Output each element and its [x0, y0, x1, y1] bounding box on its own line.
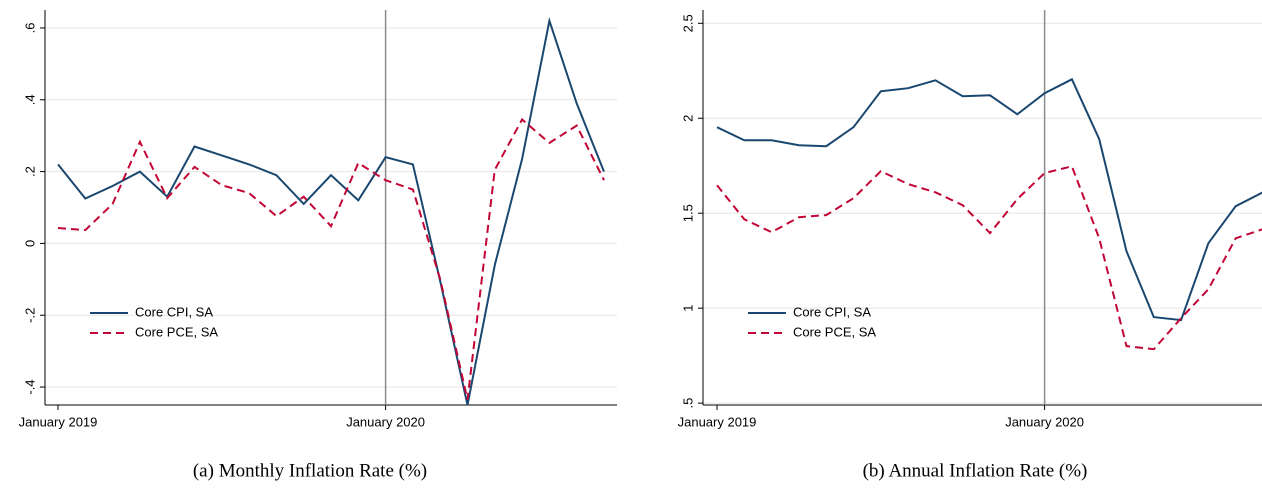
y-tick-label: 0 — [22, 240, 37, 247]
y-tick-label: .6 — [22, 23, 37, 34]
y-tick-label: .5 — [680, 398, 695, 409]
x-tick-label: January 2020 — [346, 414, 425, 429]
series-line — [57, 117, 605, 400]
y-tick-label: 1.5 — [680, 204, 695, 222]
legend-label: Core PCE, SA — [793, 324, 876, 339]
chart: .5 1 1.5 2 2.5 January 2019 January 2020 Core C… — [678, 10, 1262, 429]
y-tick-label: 2.5 — [680, 14, 695, 32]
y-tick-label: 1 — [680, 305, 695, 312]
x-tick-label: January 2019 — [19, 414, 98, 429]
y-tick-label: .4 — [22, 94, 37, 105]
y-tick-label: 2 — [680, 115, 695, 122]
x-tick-label: January 2020 — [1005, 414, 1084, 429]
y-tick-label: -.4 — [22, 379, 37, 394]
y-tick-label: .2 — [22, 166, 37, 177]
chart-caption: (b) Annual Inflation Rate (%) — [863, 460, 1088, 481]
y-tick-label: -.2 — [22, 308, 37, 323]
chart: -.4 -.2 0 .2 .4 .6 January 2019 January 2020 Cor… — [19, 10, 617, 429]
x-tick-label: January 2019 — [678, 414, 757, 429]
legend-label: Core CPI, SA — [793, 304, 871, 319]
legend-label: Core CPI, SA — [135, 304, 213, 319]
series-line — [716, 77, 1262, 322]
chart-caption: (a) Monthly Inflation Rate (%) — [193, 460, 427, 481]
legend-label: Core PCE, SA — [135, 324, 218, 339]
series-line — [57, 16, 605, 406]
series-line — [716, 165, 1262, 351]
